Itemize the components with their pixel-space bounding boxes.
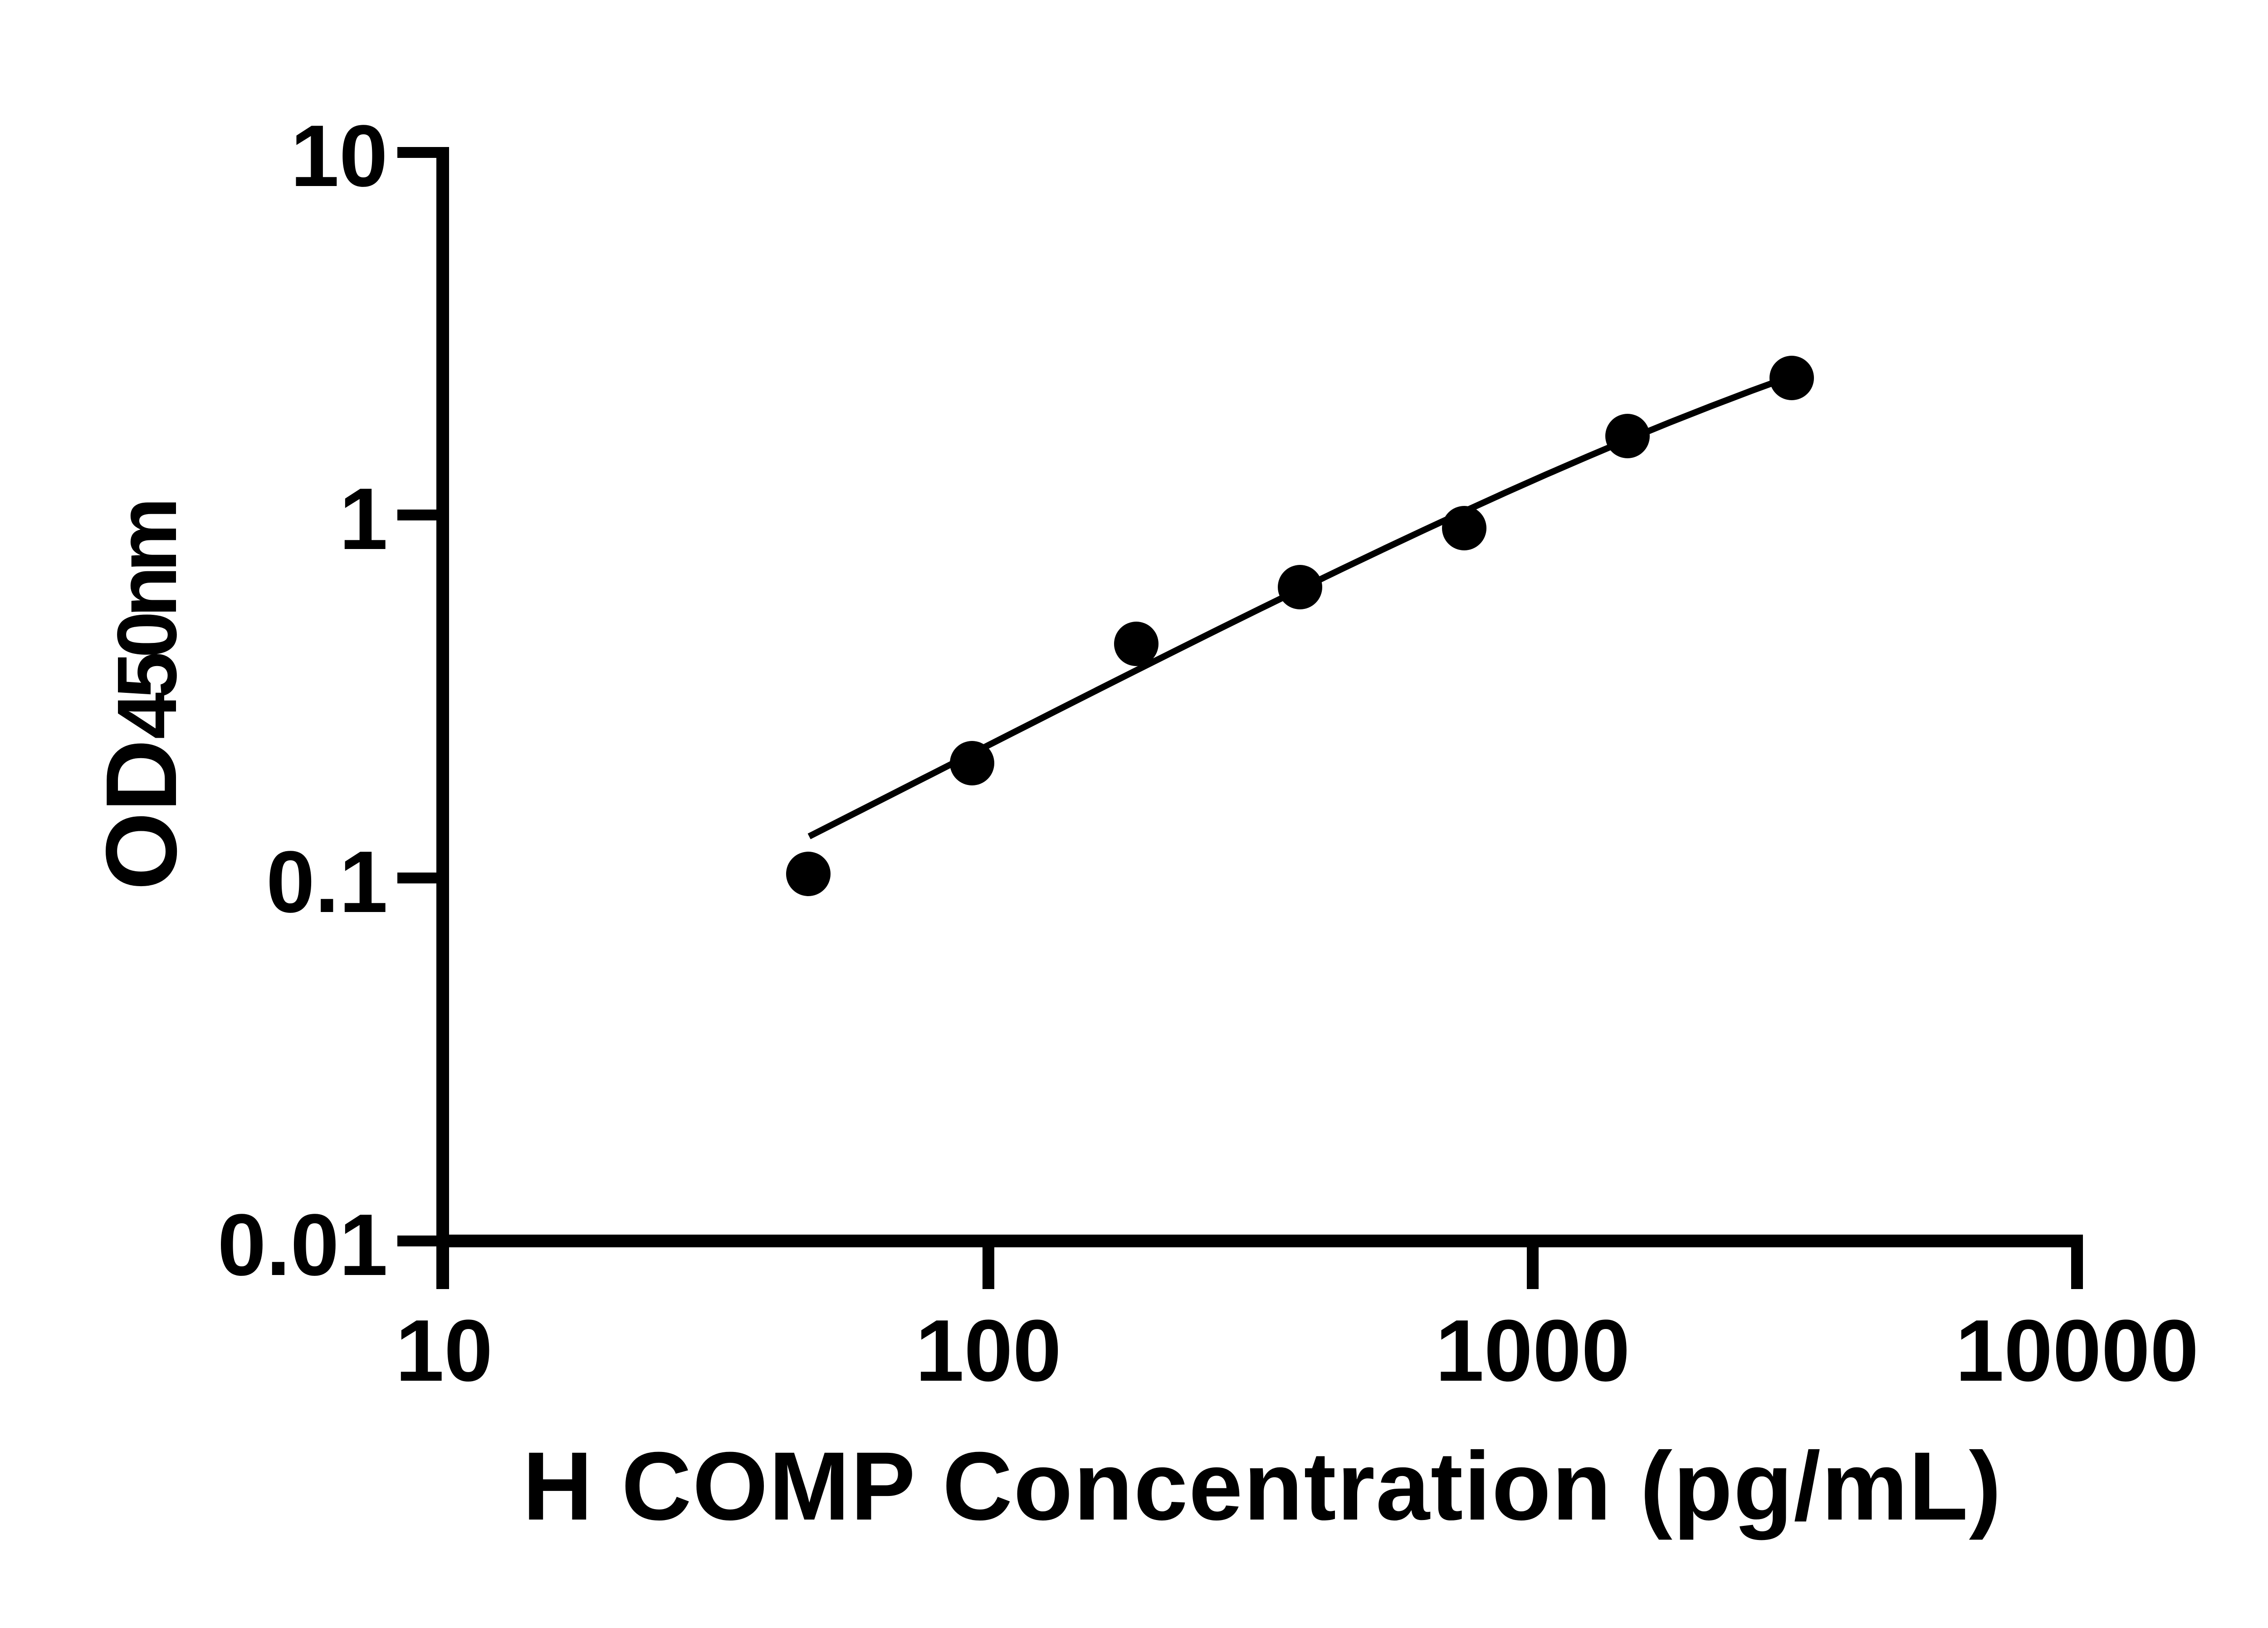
svg-text:1: 1 — [339, 470, 388, 568]
svg-text:OD450nm: OD450nm — [85, 502, 198, 890]
svg-text:0.01: 0.01 — [217, 1196, 388, 1294]
svg-text:10000: 10000 — [1955, 1301, 2199, 1399]
svg-text:100: 100 — [915, 1301, 1061, 1399]
svg-text:1000: 1000 — [1435, 1301, 1630, 1399]
svg-text:10: 10 — [396, 1301, 493, 1399]
svg-text:0.1: 0.1 — [266, 833, 388, 931]
svg-text:10: 10 — [290, 107, 388, 205]
svg-text:H COMP Concentration (pg/mL): H COMP Concentration (pg/mL) — [523, 1432, 2002, 1540]
